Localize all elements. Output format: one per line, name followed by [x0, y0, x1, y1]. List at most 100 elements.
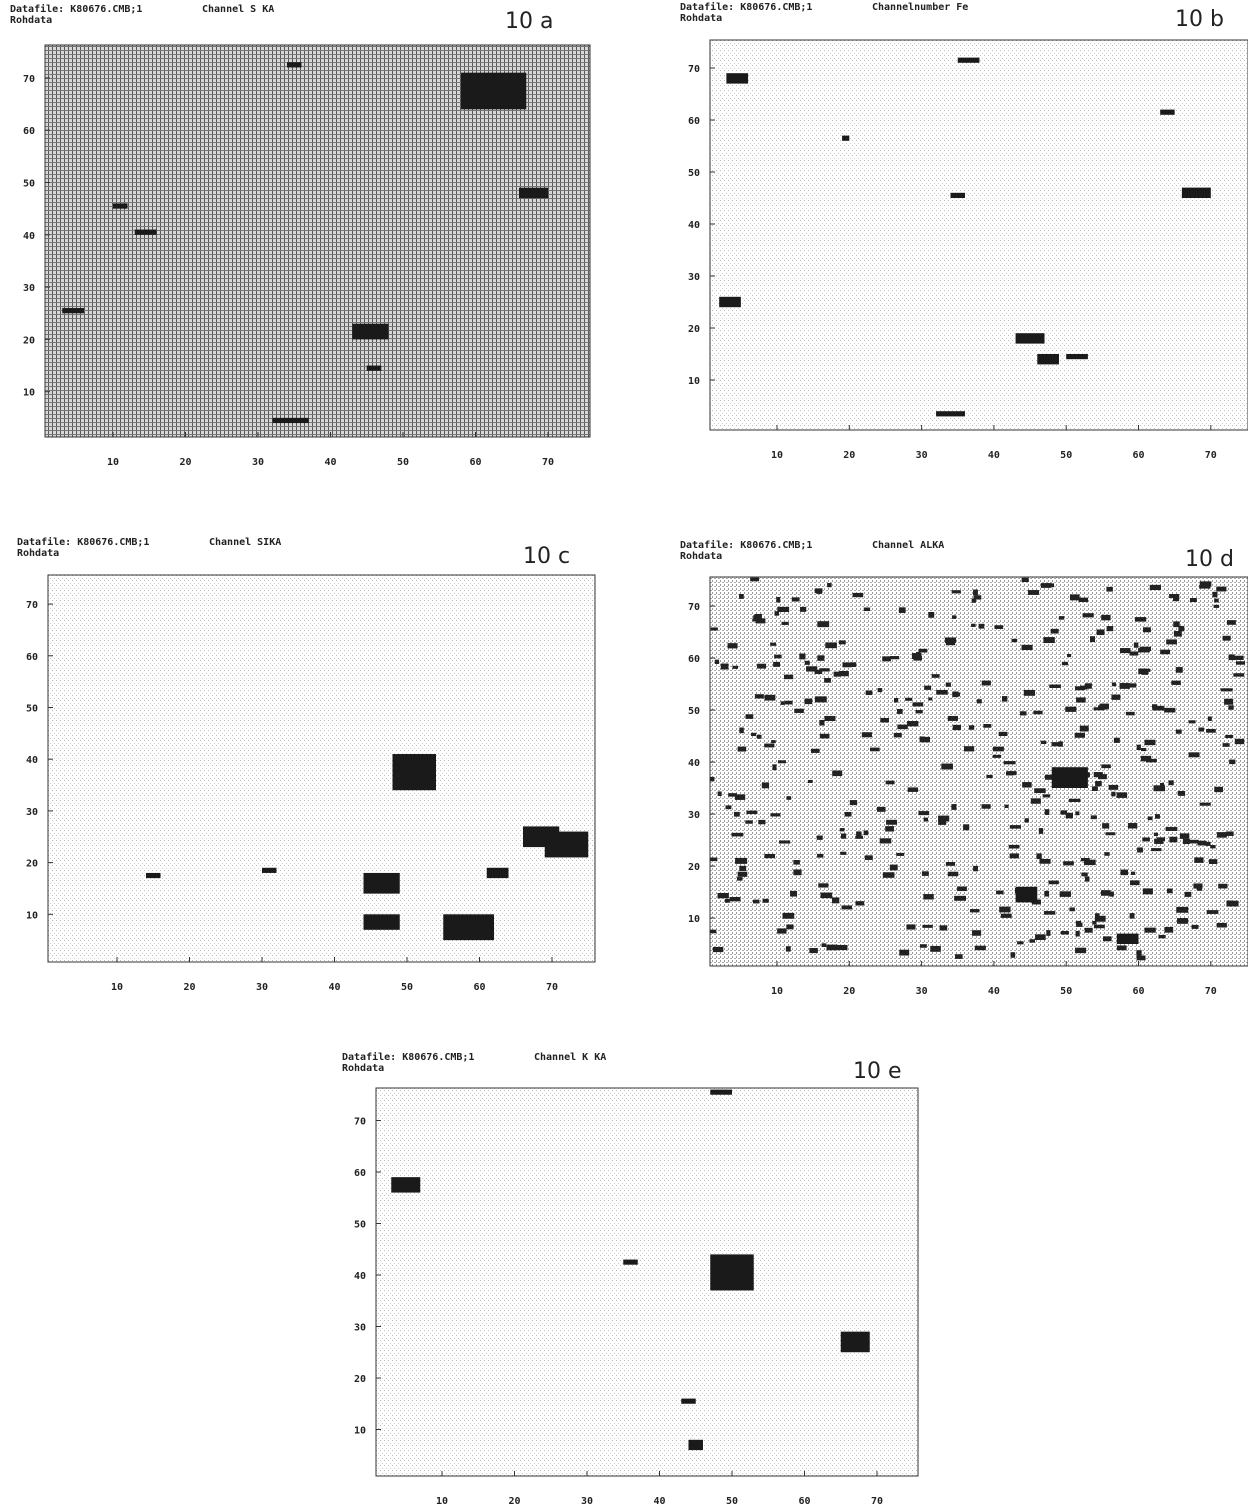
speckle: [915, 710, 923, 714]
x-tick-label: 50: [1060, 986, 1072, 997]
speckle: [885, 780, 895, 785]
speckle: [1044, 774, 1053, 780]
speckle: [1085, 683, 1092, 689]
speckle: [1045, 583, 1055, 588]
speckle: [793, 869, 802, 876]
speckle: [733, 811, 740, 817]
panel-label: 10 c: [523, 544, 570, 569]
speckle: [1233, 673, 1245, 677]
speckle: [1069, 594, 1080, 601]
dark-spot: [719, 296, 741, 308]
speckle: [1178, 625, 1185, 632]
speckle: [1079, 725, 1089, 732]
speckle: [1082, 613, 1094, 618]
speckle: [1119, 683, 1130, 689]
speckle: [1065, 812, 1073, 819]
speckle: [952, 692, 961, 697]
dark-spot: [363, 914, 400, 930]
speckle: [1049, 684, 1061, 688]
speckle: [806, 666, 818, 672]
speckle: [912, 702, 924, 707]
speckle: [804, 698, 813, 705]
speckle: [825, 642, 837, 649]
speckle: [1193, 883, 1203, 889]
dark-spot: [113, 203, 128, 209]
speckle: [1143, 627, 1151, 633]
speckle: [863, 607, 871, 612]
speckle: [1029, 939, 1035, 943]
map-panel: Datafile: K80676.CMB;1 Channel K KA Rohdat…: [342, 1051, 919, 1506]
speckle: [1206, 728, 1216, 733]
speckle: [1099, 703, 1109, 709]
speckle: [1160, 649, 1171, 655]
speckle: [1173, 621, 1180, 628]
dark-spot: [352, 323, 389, 340]
speckle: [736, 877, 743, 881]
speckle: [864, 855, 873, 860]
speckle: [922, 924, 933, 928]
speckle: [918, 648, 928, 653]
speckle: [852, 592, 864, 598]
y-tick-label: 60: [354, 1168, 366, 1179]
x-tick-label: 30: [252, 457, 264, 468]
dark-spot: [950, 192, 965, 198]
speckle: [1084, 927, 1093, 933]
speckle: [783, 674, 794, 680]
speckle: [1116, 792, 1128, 798]
speckle: [752, 618, 758, 622]
speckle: [1003, 761, 1016, 765]
dark-spot: [392, 754, 436, 791]
speckle: [1009, 853, 1019, 859]
y-tick-label: 10: [688, 914, 700, 925]
channel-label: Channel ALKA: [872, 540, 944, 551]
speckle: [905, 697, 913, 701]
speckle: [999, 906, 1011, 913]
speckle: [1177, 791, 1183, 796]
x-tick-label: 60: [798, 1496, 810, 1506]
speckle: [938, 815, 950, 822]
speckle: [983, 723, 992, 728]
x-tick-label: 50: [397, 457, 409, 468]
speckle: [896, 852, 905, 856]
speckle: [772, 764, 777, 771]
y-tick-label: 20: [688, 862, 700, 873]
speckle: [882, 656, 891, 662]
speckle: [764, 853, 776, 859]
y-tick-label: 50: [688, 706, 700, 717]
datafile-label: Datafile: K80676.CMB;1: [10, 3, 142, 15]
speckle: [1136, 950, 1142, 956]
speckle: [938, 820, 947, 825]
speckle: [1060, 931, 1069, 935]
speckle: [973, 589, 978, 596]
speckle: [814, 696, 827, 703]
speckle: [1048, 880, 1059, 885]
speckle: [1234, 655, 1244, 660]
speckle: [1189, 598, 1197, 603]
speckle: [1065, 706, 1077, 712]
speckle: [1101, 614, 1111, 621]
speckle: [712, 946, 724, 953]
speckle: [786, 924, 794, 930]
speckle: [754, 694, 764, 699]
speckle: [1171, 680, 1181, 685]
speckle: [907, 720, 919, 727]
speckle: [941, 763, 953, 770]
dark-spot: [1181, 187, 1211, 198]
speckle: [1058, 741, 1063, 747]
dark-spot: [287, 62, 302, 68]
speckle: [1182, 838, 1190, 845]
speckle: [897, 724, 908, 730]
speckle: [947, 715, 958, 721]
y-tick-label: 20: [688, 324, 700, 335]
speckle: [1091, 786, 1098, 791]
speckle: [1023, 689, 1035, 696]
speckle: [1111, 694, 1121, 700]
y-tick-label: 60: [23, 126, 35, 137]
speckle: [889, 864, 898, 871]
speckle: [753, 899, 760, 904]
speckle: [1224, 698, 1234, 705]
speckle: [836, 944, 848, 951]
speckle: [1075, 930, 1080, 937]
speckle: [794, 708, 804, 713]
x-tick-label: 20: [179, 457, 191, 468]
